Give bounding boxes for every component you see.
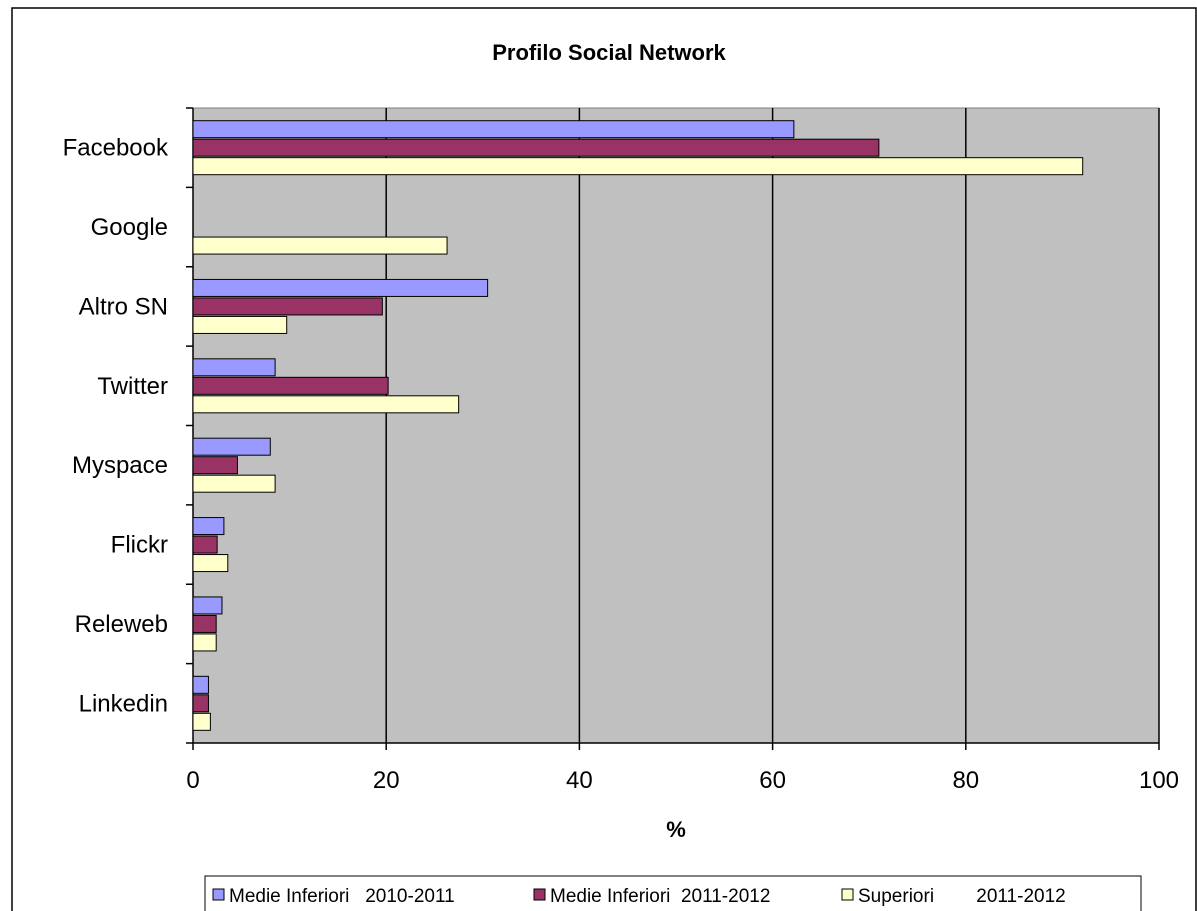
bar xyxy=(192,358,276,377)
y-tick-label: Google xyxy=(91,214,168,241)
bar xyxy=(192,376,389,395)
y-tick-label: Linkedin xyxy=(79,690,168,717)
bar xyxy=(192,614,217,633)
x-tick-label: 100 xyxy=(1139,767,1179,794)
y-tick-label: Flickr xyxy=(111,532,168,559)
legend-box xyxy=(204,875,1142,911)
y-tick-label: Facebook xyxy=(63,135,169,162)
bar xyxy=(192,474,276,493)
chart-title: Profilo Social Network xyxy=(492,40,726,65)
x-axis-title: % xyxy=(666,817,686,842)
x-tick-label: 0 xyxy=(186,767,199,794)
legend: Medie Inferiori 2010-2011 Medie Inferiori… xyxy=(204,875,1142,911)
bar xyxy=(192,395,460,414)
legend-label: Superiori 2011-2012 xyxy=(858,886,1066,907)
plot-background xyxy=(192,107,1160,744)
x-tick-label: 40 xyxy=(566,767,593,794)
plot-area: 0 20 40 60 80 100 Facebook Google Altro SN Twitte… xyxy=(63,107,1179,794)
bar xyxy=(192,535,218,554)
legend-swatch xyxy=(841,888,854,901)
y-tick-label: Myspace xyxy=(72,452,168,479)
bar xyxy=(192,315,288,334)
bar xyxy=(192,120,795,139)
bar xyxy=(192,138,880,157)
y-tick-label: Altro SN xyxy=(79,293,168,320)
bar xyxy=(192,236,448,255)
bar xyxy=(192,712,211,731)
legend-swatch xyxy=(212,888,225,901)
bar xyxy=(192,633,217,652)
x-tick-label: 80 xyxy=(952,767,979,794)
bar xyxy=(192,675,209,694)
bar xyxy=(192,694,209,713)
bar xyxy=(192,297,383,316)
bar xyxy=(192,157,1084,176)
y-tick-label: Twitter xyxy=(97,373,168,400)
legend-label: Medie Inferiori 2010-2011 xyxy=(229,886,455,907)
bar xyxy=(192,278,489,297)
bar xyxy=(192,554,229,573)
bar xyxy=(192,456,238,475)
x-tick-label: 20 xyxy=(373,767,400,794)
legend-swatch xyxy=(533,888,546,901)
y-tick-label: Releweb xyxy=(75,611,168,638)
bar xyxy=(192,437,271,456)
x-tick-label: 60 xyxy=(759,767,786,794)
bar xyxy=(192,517,225,536)
legend-label: Medie Inferiori 2011-2012 xyxy=(550,886,770,907)
bar xyxy=(192,596,223,615)
